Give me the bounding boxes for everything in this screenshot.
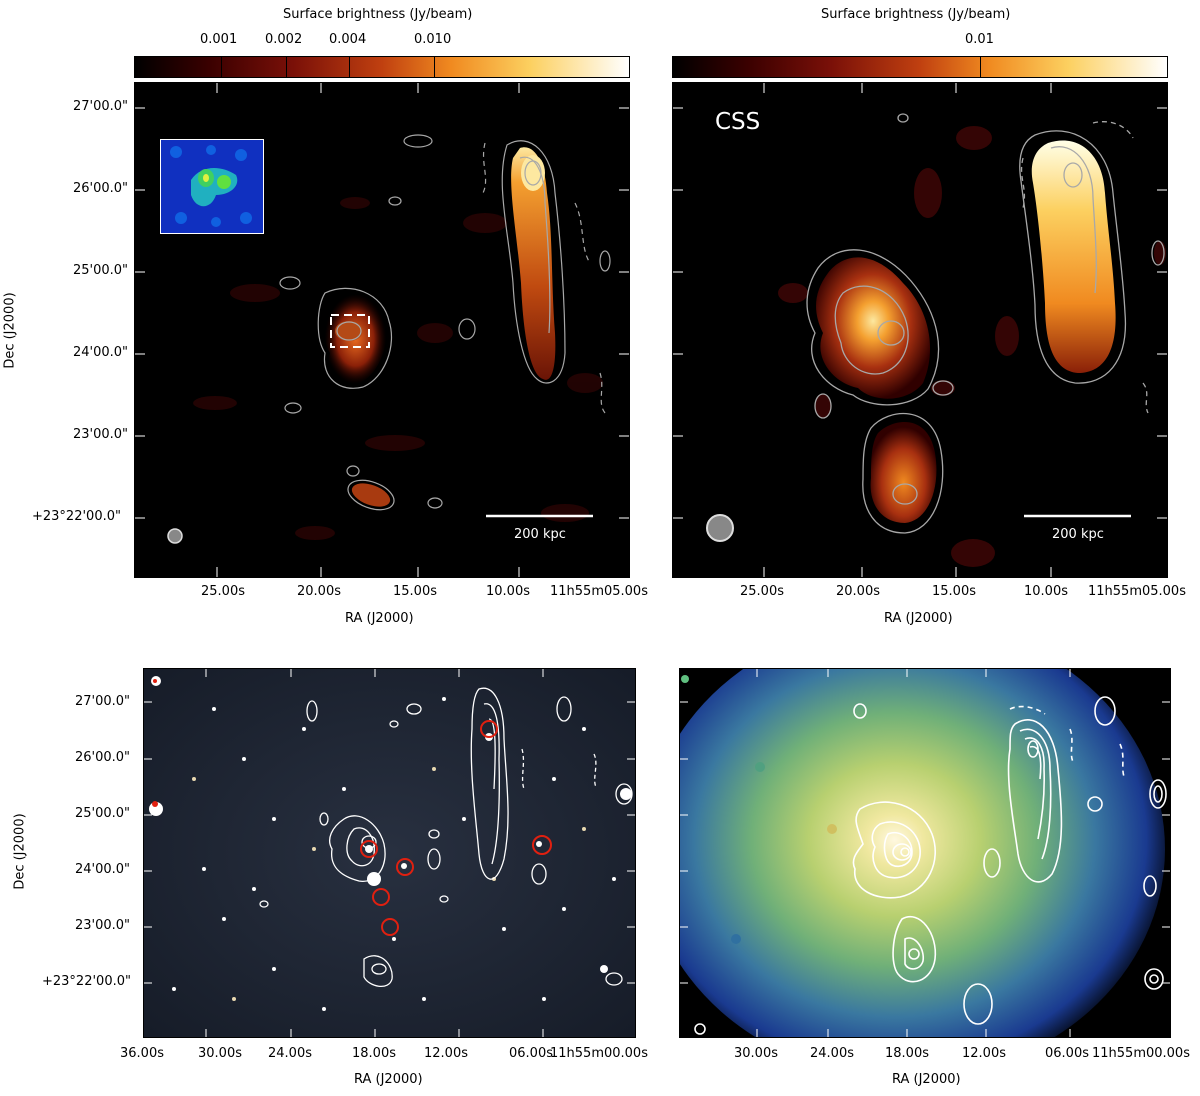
xtick-bl-2: 30.00s	[198, 1046, 242, 1061]
xtick-tl-2: 20.00s	[297, 584, 341, 599]
xtick-tr-5: 11h55m05.00s	[1088, 584, 1186, 599]
xtick-bl-5: 12.00s	[424, 1046, 468, 1061]
ytick-tl-6: +23°22'00.0"	[32, 509, 121, 524]
colorbar-tick-left-3: 0.004	[329, 32, 367, 47]
xtick-tr-4: 10.00s	[1024, 584, 1068, 599]
xtick-tr-2: 20.00s	[836, 584, 880, 599]
xlabel-tr: RA (J2000)	[884, 611, 953, 626]
optical-overlay-map	[143, 668, 636, 1038]
scalebar-label-left: 200 kpc	[514, 527, 566, 542]
xtick-br-4: 12.00s	[962, 1046, 1006, 1061]
ytick-bl-3: 25'00.0"	[75, 806, 131, 821]
xtick-br-2: 24.00s	[810, 1046, 854, 1061]
xtick-tl-3: 15.00s	[393, 584, 437, 599]
xtick-tl-1: 25.00s	[201, 584, 245, 599]
ytick-bl-5: 23'00.0"	[75, 918, 131, 933]
beam-ellipse-icon	[167, 528, 183, 544]
radio-map-high-res: 200 kpc	[134, 82, 630, 578]
xray-overlay-svg	[680, 669, 1170, 1037]
panel-label-css: CSS	[715, 109, 761, 135]
colorbar-tick-left-1: 0.001	[200, 32, 238, 47]
xtick-tr-1: 25.00s	[740, 584, 784, 599]
inset-cutout	[160, 139, 264, 234]
ytick-tl-5: 23'00.0"	[73, 427, 129, 442]
xtick-tl-4: 10.00s	[486, 584, 530, 599]
ytick-bl-1: 27'00.0"	[75, 694, 131, 709]
beam-ellipse-icon-css	[706, 514, 734, 542]
xray-overlay-map	[679, 668, 1171, 1038]
ylabel-tl: Dec (J2000)	[2, 292, 18, 369]
ytick-tl-2: 26'00.0"	[73, 181, 129, 196]
ytick-tl-3: 25'00.0"	[73, 263, 129, 278]
xlabel-bl: RA (J2000)	[354, 1072, 423, 1087]
xlabel-tl: RA (J2000)	[345, 611, 414, 626]
xtick-bl-7: 11h55m00.00s	[550, 1046, 648, 1061]
xtick-bl-3: 24.00s	[268, 1046, 312, 1061]
xtick-br-3: 18.00s	[885, 1046, 929, 1061]
ylabel-bl: Dec (J2000)	[12, 813, 28, 890]
colorbar-tick-right-1: 0.01	[965, 32, 994, 47]
colorbar-right	[672, 56, 1168, 78]
red-circle-icon	[360, 720, 552, 936]
radio-map-svg	[135, 83, 629, 577]
ytick-bl-2: 26'00.0"	[75, 750, 131, 765]
xtick-bl-1: 36.00s	[120, 1046, 164, 1061]
xtick-tl-5: 11h55m05.00s	[550, 584, 648, 599]
colorbar-title-left: Surface brightness (Jy/beam)	[283, 7, 473, 22]
colorbar-tick-left-2: 0.002	[265, 32, 303, 47]
radio-map-low-res: CSS 200 kpc	[672, 82, 1168, 578]
ytick-tl-4: 24'00.0"	[73, 345, 129, 360]
ytick-tl-1: 27'00.0"	[73, 99, 129, 114]
ytick-bl-4: 24'00.0"	[75, 862, 131, 877]
xtick-bl-4: 18.00s	[352, 1046, 396, 1061]
cutout-box	[330, 314, 370, 348]
colorbar-tick-left-4: 0.010	[414, 32, 452, 47]
colorbar-title-right: Surface brightness (Jy/beam)	[821, 7, 1011, 22]
radio-map-css-svg	[673, 83, 1167, 577]
optical-overlay-svg	[144, 669, 635, 1037]
scalebar-label-right: 200 kpc	[1052, 527, 1104, 542]
xtick-tr-3: 15.00s	[932, 584, 976, 599]
colorbar-left	[134, 56, 630, 78]
ytick-bl-6: +23°22'00.0"	[42, 974, 131, 989]
xlabel-br: RA (J2000)	[892, 1072, 961, 1087]
xtick-br-1: 30.00s	[734, 1046, 778, 1061]
xtick-br-6: 11h55m00.00s	[1092, 1046, 1190, 1061]
xtick-br-5: 06.00s	[1045, 1046, 1089, 1061]
xtick-bl-6: 06.00s	[509, 1046, 553, 1061]
